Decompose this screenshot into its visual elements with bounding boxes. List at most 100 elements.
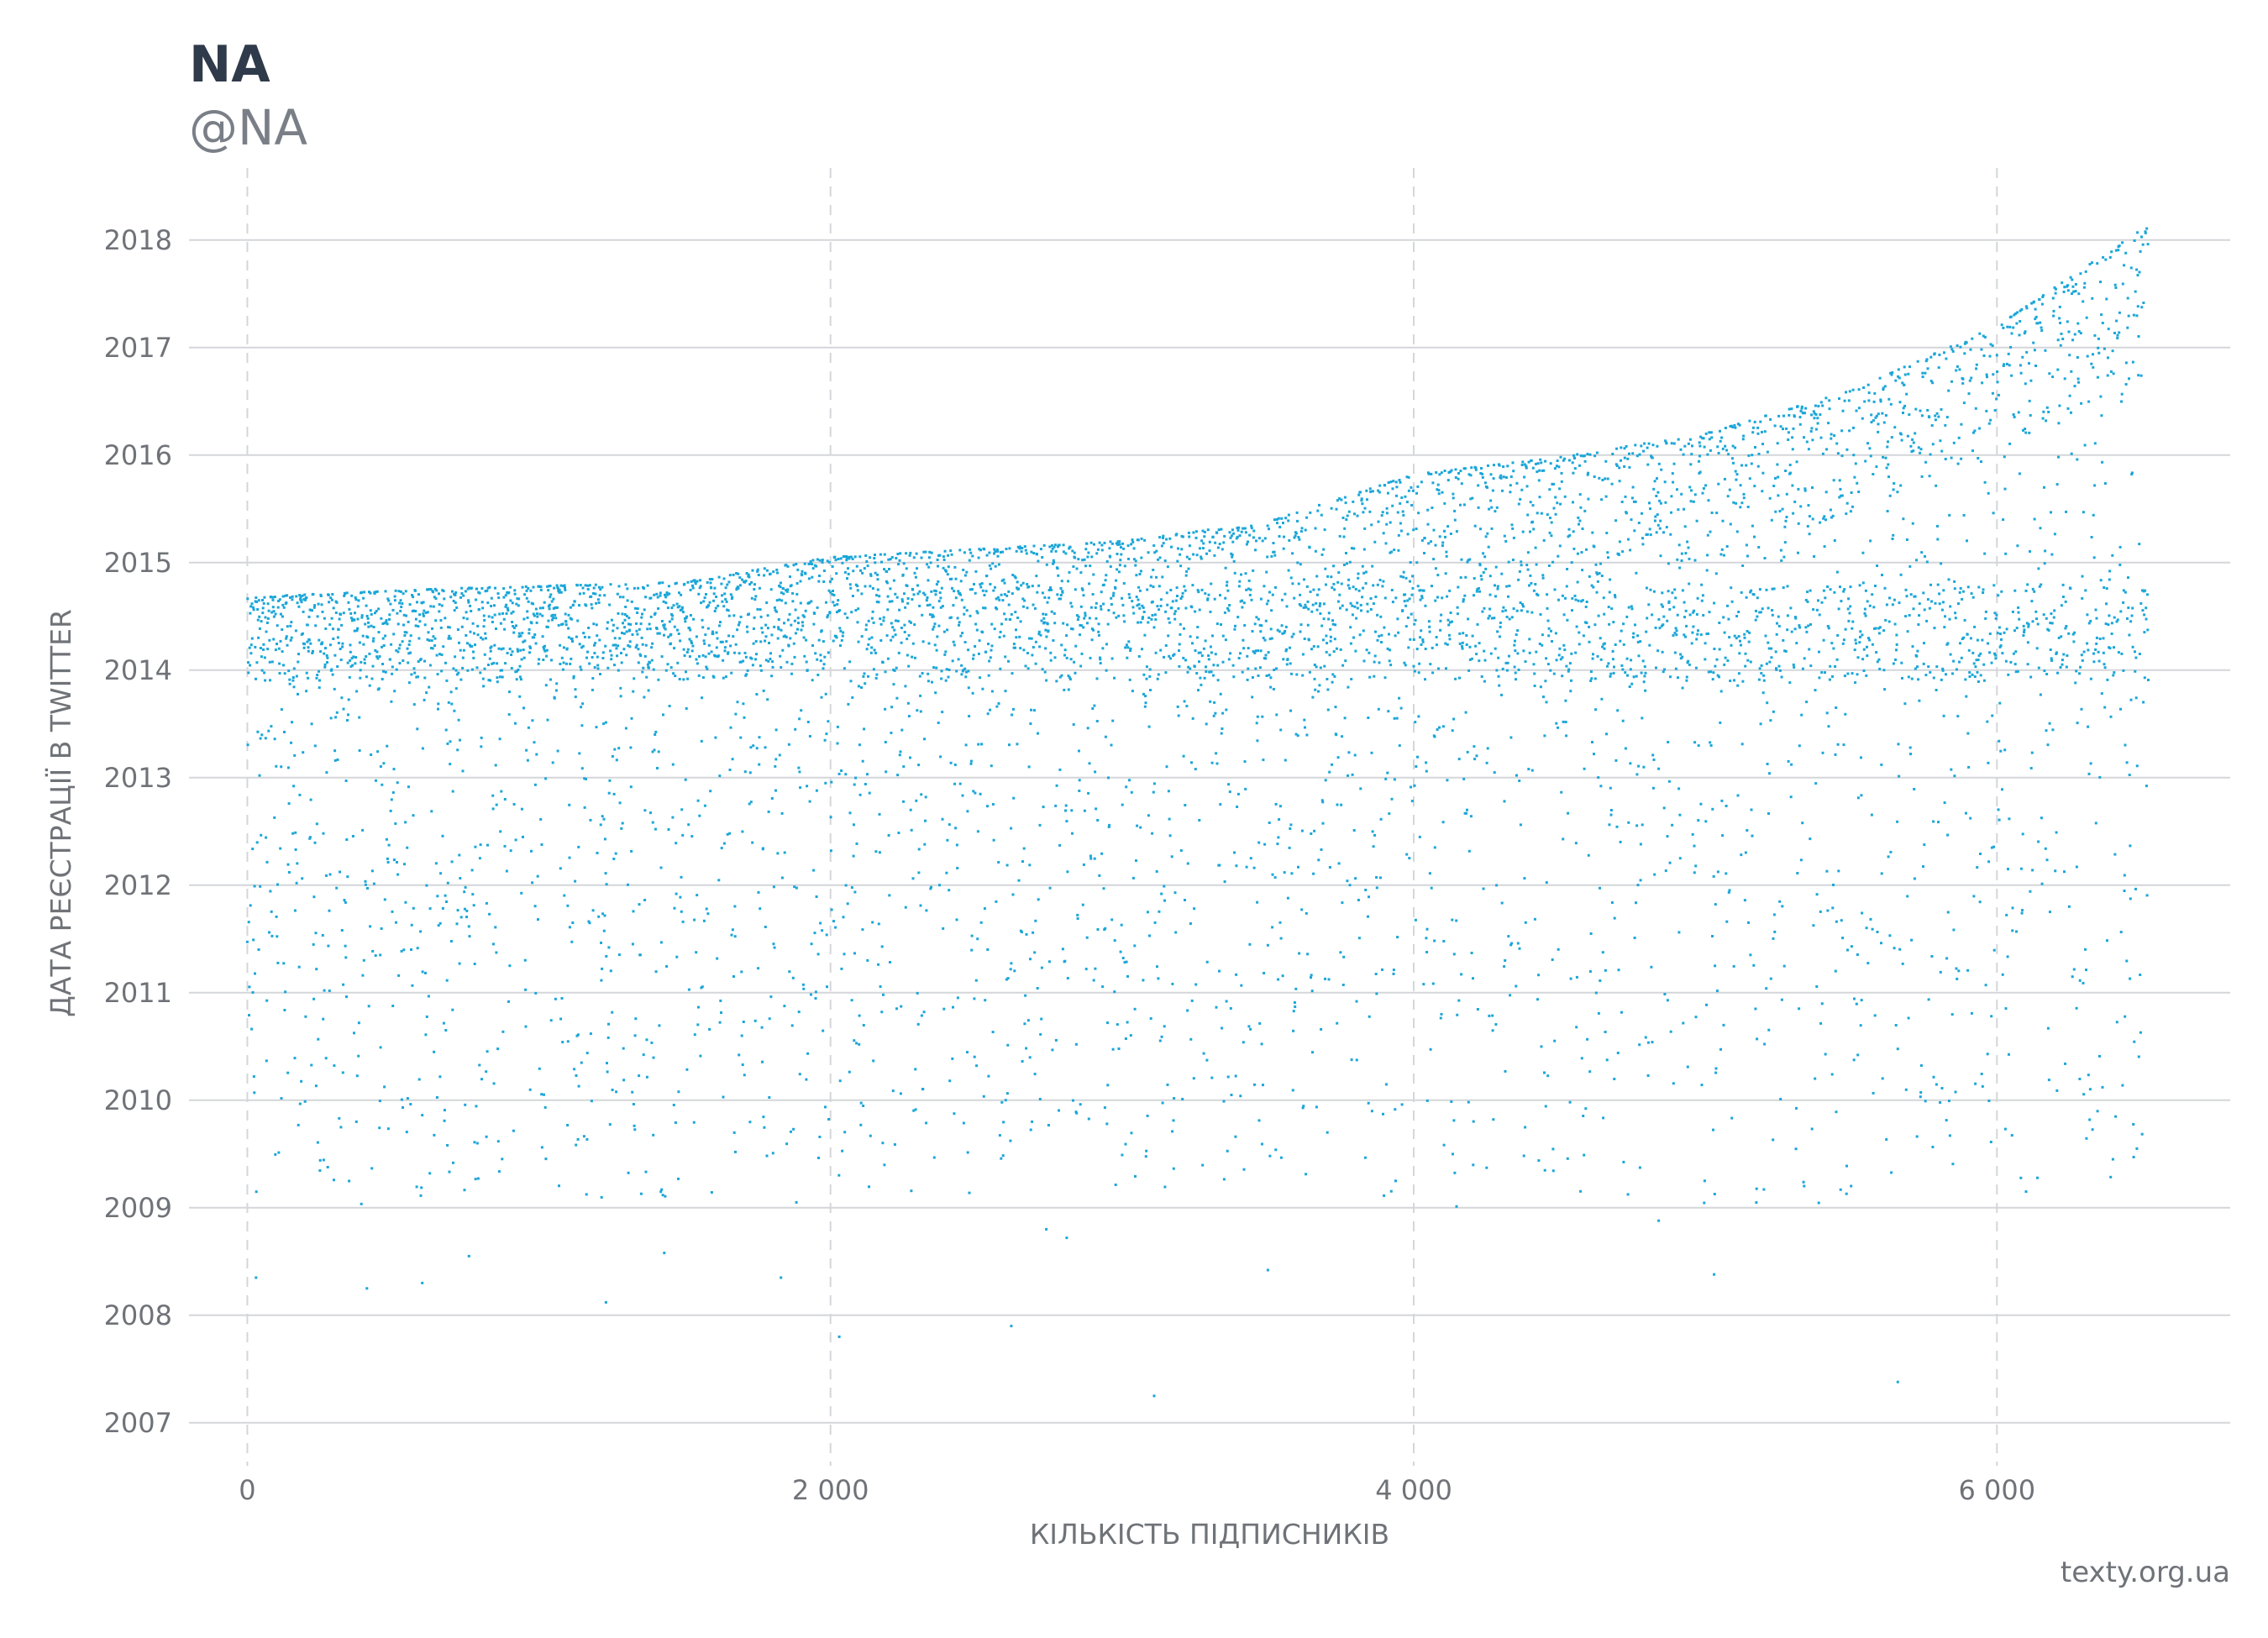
data-point: [1405, 501, 1409, 504]
data-point: [1481, 475, 1484, 479]
data-point: [1311, 603, 1315, 606]
data-point: [1285, 605, 1289, 608]
data-point: [1172, 1119, 1175, 1122]
data-point: [1410, 593, 1414, 596]
data-point: [454, 655, 457, 659]
data-point: [858, 1042, 861, 1046]
data-point: [636, 633, 639, 636]
data-point: [1171, 600, 1174, 603]
data-point: [1252, 569, 1255, 572]
data-point: [1102, 602, 1105, 606]
data-point: [1588, 970, 1592, 973]
data-point: [564, 612, 567, 616]
data-point: [1210, 761, 1214, 764]
data-point: [839, 557, 843, 560]
data-point: [576, 619, 580, 622]
data-point: [899, 552, 902, 555]
data-point: [1596, 573, 1599, 576]
data-point: [635, 643, 638, 647]
data-point: [1473, 745, 1476, 748]
data-point: [1032, 603, 1035, 606]
data-point: [1200, 539, 1204, 543]
data-point: [796, 617, 800, 620]
data-point: [1079, 664, 1083, 668]
data-point: [431, 627, 433, 630]
data-point: [461, 666, 465, 669]
data-point: [1061, 948, 1064, 951]
data-point: [433, 596, 436, 599]
data-point: [719, 640, 722, 643]
data-point: [843, 667, 846, 670]
data-point: [763, 1126, 766, 1129]
data-point: [1003, 612, 1006, 616]
data-point: [785, 564, 788, 567]
data-point: [1496, 587, 1499, 591]
data-point: [894, 633, 897, 637]
data-point: [906, 597, 910, 600]
data-point: [1055, 680, 1058, 683]
data-point: [1375, 876, 1378, 879]
data-point: [1046, 601, 1049, 604]
data-point: [609, 649, 612, 653]
data-point: [851, 557, 854, 560]
data-point: [1305, 606, 1308, 609]
data-point: [1035, 575, 1038, 578]
data-point: [748, 1121, 752, 1124]
data-point: [1290, 872, 1294, 875]
data-point: [485, 1135, 488, 1138]
data-point: [1131, 538, 1134, 542]
data-point: [1158, 608, 1161, 612]
data-point: [1630, 518, 1633, 522]
data-point: [1676, 488, 1678, 491]
data-point: [1315, 601, 1318, 605]
data-point: [1273, 876, 1277, 879]
data-point: [1025, 552, 1028, 555]
data-point: [538, 606, 542, 610]
data-point: [358, 716, 361, 719]
data-point: [1521, 530, 1525, 533]
data-point: [738, 1053, 741, 1057]
data-point: [479, 843, 482, 847]
data-point: [1497, 656, 1500, 659]
data-point: [724, 597, 727, 601]
data-point: [1676, 558, 1679, 561]
data-point: [711, 630, 714, 633]
data-point: [1224, 566, 1227, 570]
data-point: [670, 606, 674, 610]
data-point: [1352, 636, 1355, 639]
data-point: [889, 558, 892, 561]
data-point: [1179, 622, 1182, 626]
data-point: [406, 647, 409, 650]
data-point: [323, 989, 326, 992]
data-point: [1197, 689, 1200, 692]
data-point: [734, 1150, 737, 1153]
data-point: [916, 584, 919, 587]
data-point: [802, 636, 806, 639]
data-point: [806, 669, 809, 672]
data-point: [454, 687, 458, 690]
data-point: [1599, 562, 1602, 565]
data-point: [280, 765, 283, 769]
data-point: [433, 1050, 436, 1053]
data-point: [1472, 1163, 1475, 1167]
data-point: [1655, 495, 1658, 497]
data-point: [1371, 564, 1374, 568]
data-point: [568, 803, 571, 806]
data-point: [939, 596, 942, 600]
data-point: [1324, 567, 1327, 570]
data-point: [365, 655, 368, 658]
data-point: [1121, 957, 1125, 959]
data-point: [1446, 525, 1450, 528]
data-point: [1369, 608, 1373, 611]
data-point: [1400, 1103, 1404, 1106]
data-point: [1346, 562, 1348, 565]
data-point: [956, 617, 959, 620]
data-point: [1396, 511, 1399, 514]
data-point: [928, 603, 932, 606]
data-point: [1420, 629, 1423, 633]
data-point: [1482, 887, 1485, 890]
data-point: [927, 579, 930, 582]
data-point: [1095, 677, 1099, 680]
data-point: [481, 677, 485, 680]
data-point: [1157, 977, 1160, 980]
